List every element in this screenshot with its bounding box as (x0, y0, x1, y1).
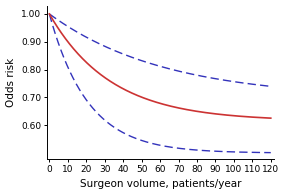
X-axis label: Surgeon volume, patients/year: Surgeon volume, patients/year (80, 179, 242, 190)
Y-axis label: Odds risk: Odds risk (5, 58, 16, 107)
